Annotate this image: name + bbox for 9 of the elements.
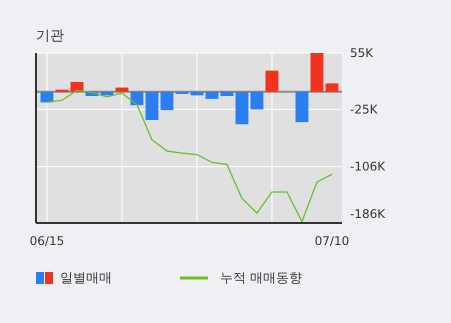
x-tick-label: 07/10: [314, 234, 350, 248]
x-tick-label: 06/15: [30, 234, 64, 248]
legend-label: 일별매매: [60, 271, 112, 286]
chart-title: 기관: [36, 28, 64, 44]
y-tick-label: -25K: [350, 102, 379, 116]
legend-label: 누적 매매동향: [220, 271, 302, 286]
y-tick-label: -106K: [350, 160, 386, 174]
y-tick-label: 55K: [350, 46, 374, 60]
y-tick-label: -186K: [350, 207, 386, 221]
